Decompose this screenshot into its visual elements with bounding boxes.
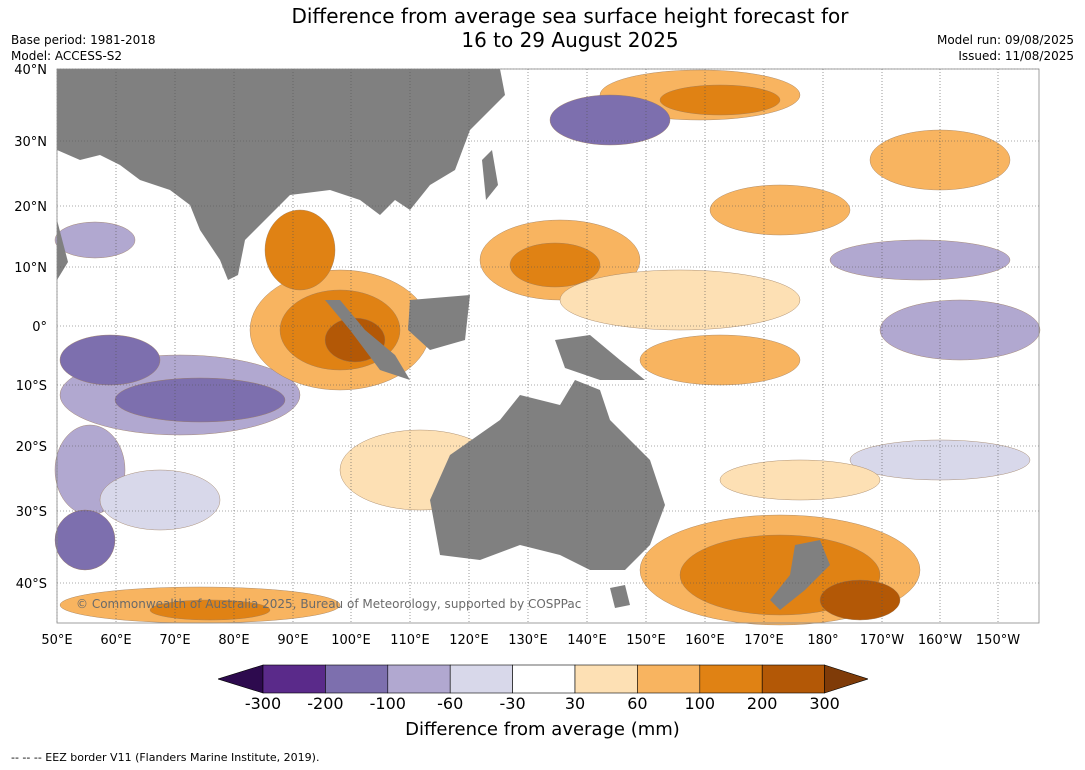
lon-label: 130°E (508, 633, 548, 648)
map-frame (56, 68, 1040, 624)
colorbar-cell (449, 664, 513, 694)
lon-label: 180° (807, 633, 838, 648)
lon-label: 120°E (449, 633, 489, 648)
latitude-labels: 40°N 30°N 20°N 10°N 0° 10°S 20°S 30°S 40°S (14, 63, 47, 592)
lat-label: 30°N (14, 135, 47, 150)
copyright-watermark: © Commonwealth of Australia 2025, Bureau… (76, 597, 582, 611)
tasmania (610, 585, 630, 608)
map-title: Difference from average sea surface heig… (0, 4, 1085, 52)
lon-label: 90°E (277, 633, 308, 648)
colorbar-max-arrow (824, 664, 868, 694)
colorbar-cell (761, 664, 825, 694)
lat-label: 0° (32, 320, 47, 335)
lon-label: 140°E (567, 633, 607, 648)
lon-label: 60°E (100, 633, 131, 648)
lon-label: 80°E (218, 633, 249, 648)
anomaly-field (54, 69, 1041, 626)
colorbar-tick-label: -60 (437, 694, 464, 713)
colorbar-tick-label: 200 (746, 694, 778, 713)
sumatra (325, 300, 410, 380)
meta-left: Base period: 1981-2018 Model: ACCESS-S2 (11, 32, 156, 64)
lat-label: 40°S (16, 577, 47, 592)
eez-footer-note: -- -- -- EEZ border V11 (Flanders Marine… (11, 751, 320, 764)
colorbar-min-arrow (218, 664, 264, 694)
colorbar (218, 664, 868, 694)
colorbar-cell (699, 664, 763, 694)
lat-label: 10°N (14, 261, 47, 276)
taiwan-philippines (482, 150, 498, 200)
asia-landmass (57, 69, 505, 280)
meta-right: Model run: 09/08/2025 Issued: 11/08/2025 (937, 32, 1074, 64)
australia (430, 380, 665, 570)
lon-label: 160°E (685, 633, 725, 648)
model-name: Model: ACCESS-S2 (11, 49, 123, 63)
arabian-coast (57, 220, 68, 280)
colorbar-cell (387, 664, 451, 694)
colorbar-cell (512, 664, 576, 694)
colorbar-tick-label: 300 (809, 694, 840, 713)
colorbar-tick-label: 60 (627, 694, 648, 713)
land (57, 69, 830, 610)
colorbar-tick-label: -30 (499, 694, 526, 713)
lon-label: 110°E (390, 633, 430, 648)
lon-label: 150°E (626, 633, 666, 648)
new-zealand (770, 540, 830, 610)
colorbar-cell (262, 664, 326, 694)
sea-surface-map: 40°N 30°N 20°N 10°N 0° 10°S 20°S 30°S 40°S 50°E 6… (14, 63, 1041, 648)
lat-label: 40°N (14, 63, 47, 78)
colorbar-cell (325, 664, 389, 694)
model-run: Model run: 09/08/2025 (936, 33, 1074, 47)
new-guinea (555, 335, 645, 380)
colorbar-tick-label: -300 (244, 694, 282, 713)
lat-label: 20°S (16, 440, 47, 455)
lon-label: 170°W (860, 633, 904, 648)
lon-label: 70°E (159, 633, 190, 648)
lat-label: 10°S (16, 379, 47, 394)
lat-label: 30°S (16, 505, 47, 520)
lon-label: 100°E (331, 633, 371, 648)
colorbar-tick-label: -200 (307, 694, 344, 713)
lon-label: 150°W (976, 633, 1020, 648)
lon-label: 50°E (41, 633, 72, 648)
colorbar-tick-label: 100 (684, 694, 716, 713)
colorbar-title: Difference from average (mm) (405, 719, 680, 740)
issued-date: Issued: 11/08/2025 (958, 49, 1074, 63)
colorbar-cell (637, 664, 701, 694)
lon-label: 170°E (744, 633, 784, 648)
colorbar-tick-label: -100 (369, 694, 406, 713)
colorbar-cell (574, 664, 638, 694)
title-line-1: Difference from average sea surface heig… (291, 4, 849, 28)
gridlines (56, 68, 1039, 623)
colorbar-tick-label: 30 (564, 694, 586, 713)
borneo (408, 295, 470, 350)
lon-label: 160°W (918, 633, 962, 648)
base-period: Base period: 1981-2018 (11, 33, 156, 47)
title-line-2: 16 to 29 August 2025 (461, 28, 679, 52)
lat-label: 20°N (14, 200, 47, 215)
longitude-labels: 50°E 60°E 70°E 80°E 90°E 100°E 110°E 120°E 130°E… (41, 633, 1020, 648)
